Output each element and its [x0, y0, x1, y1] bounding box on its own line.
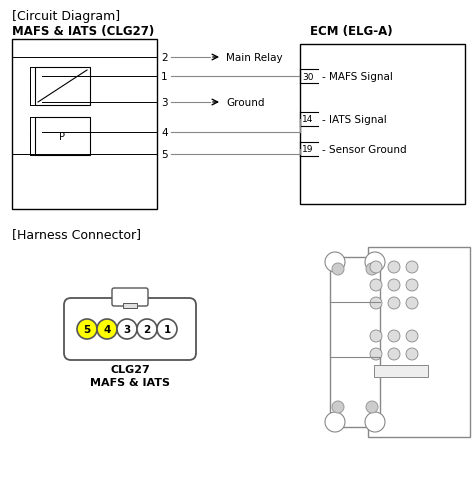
Circle shape [365, 412, 385, 432]
Bar [35, 68, 90, 106]
Text: ECM (ELG-A): ECM (ELG-A) [310, 25, 392, 38]
Circle shape [117, 319, 137, 339]
Circle shape [157, 319, 177, 339]
Text: - IATS Signal: - IATS Signal [322, 115, 387, 125]
Text: MAFS & IATS: MAFS & IATS [90, 377, 170, 387]
Bar [330, 257, 380, 427]
Circle shape [388, 298, 400, 309]
Circle shape [325, 412, 345, 432]
Circle shape [388, 330, 400, 342]
Bar [368, 248, 470, 437]
Text: [Circuit Diagram]: [Circuit Diagram] [12, 10, 120, 23]
Circle shape [370, 298, 382, 309]
Circle shape [366, 401, 378, 413]
Circle shape [370, 330, 382, 342]
Circle shape [406, 298, 418, 309]
Text: MAFS & IATS (CLG27): MAFS & IATS (CLG27) [12, 25, 154, 38]
Circle shape [370, 279, 382, 291]
Text: 3: 3 [161, 98, 168, 108]
Text: 30: 30 [302, 72, 313, 81]
Bar [374, 365, 428, 377]
Text: 3: 3 [123, 324, 131, 334]
Circle shape [388, 262, 400, 274]
Text: 1: 1 [164, 324, 171, 334]
FancyBboxPatch shape [112, 288, 148, 306]
Text: 5: 5 [161, 150, 168, 160]
Text: - Sensor Ground: - Sensor Ground [322, 144, 407, 155]
Text: Main Relay: Main Relay [226, 53, 283, 63]
Text: 1: 1 [161, 72, 168, 82]
Text: [Harness Connector]: [Harness Connector] [12, 228, 141, 240]
Text: 2: 2 [161, 53, 168, 63]
Bar [123, 303, 137, 308]
Circle shape [325, 252, 345, 273]
Text: 4: 4 [103, 324, 111, 334]
Bar [12, 40, 157, 210]
Circle shape [388, 279, 400, 291]
Circle shape [97, 319, 117, 339]
Circle shape [406, 330, 418, 342]
Circle shape [332, 264, 344, 276]
Bar [300, 45, 465, 204]
Text: P: P [59, 132, 65, 142]
Text: 4: 4 [161, 128, 168, 138]
Bar [35, 118, 90, 156]
Circle shape [77, 319, 97, 339]
Circle shape [406, 348, 418, 360]
Circle shape [365, 252, 385, 273]
Circle shape [137, 319, 157, 339]
Circle shape [370, 262, 382, 274]
Circle shape [388, 348, 400, 360]
Text: 19: 19 [302, 145, 313, 154]
FancyBboxPatch shape [64, 299, 196, 360]
Text: - MAFS Signal: - MAFS Signal [322, 72, 393, 82]
Circle shape [366, 264, 378, 276]
Circle shape [370, 348, 382, 360]
Text: 5: 5 [83, 324, 91, 334]
Circle shape [406, 279, 418, 291]
Text: 2: 2 [143, 324, 151, 334]
Text: Ground: Ground [226, 98, 264, 108]
Text: CLG27: CLG27 [110, 364, 150, 374]
Circle shape [332, 401, 344, 413]
Circle shape [406, 262, 418, 274]
Text: 14: 14 [302, 115, 313, 124]
